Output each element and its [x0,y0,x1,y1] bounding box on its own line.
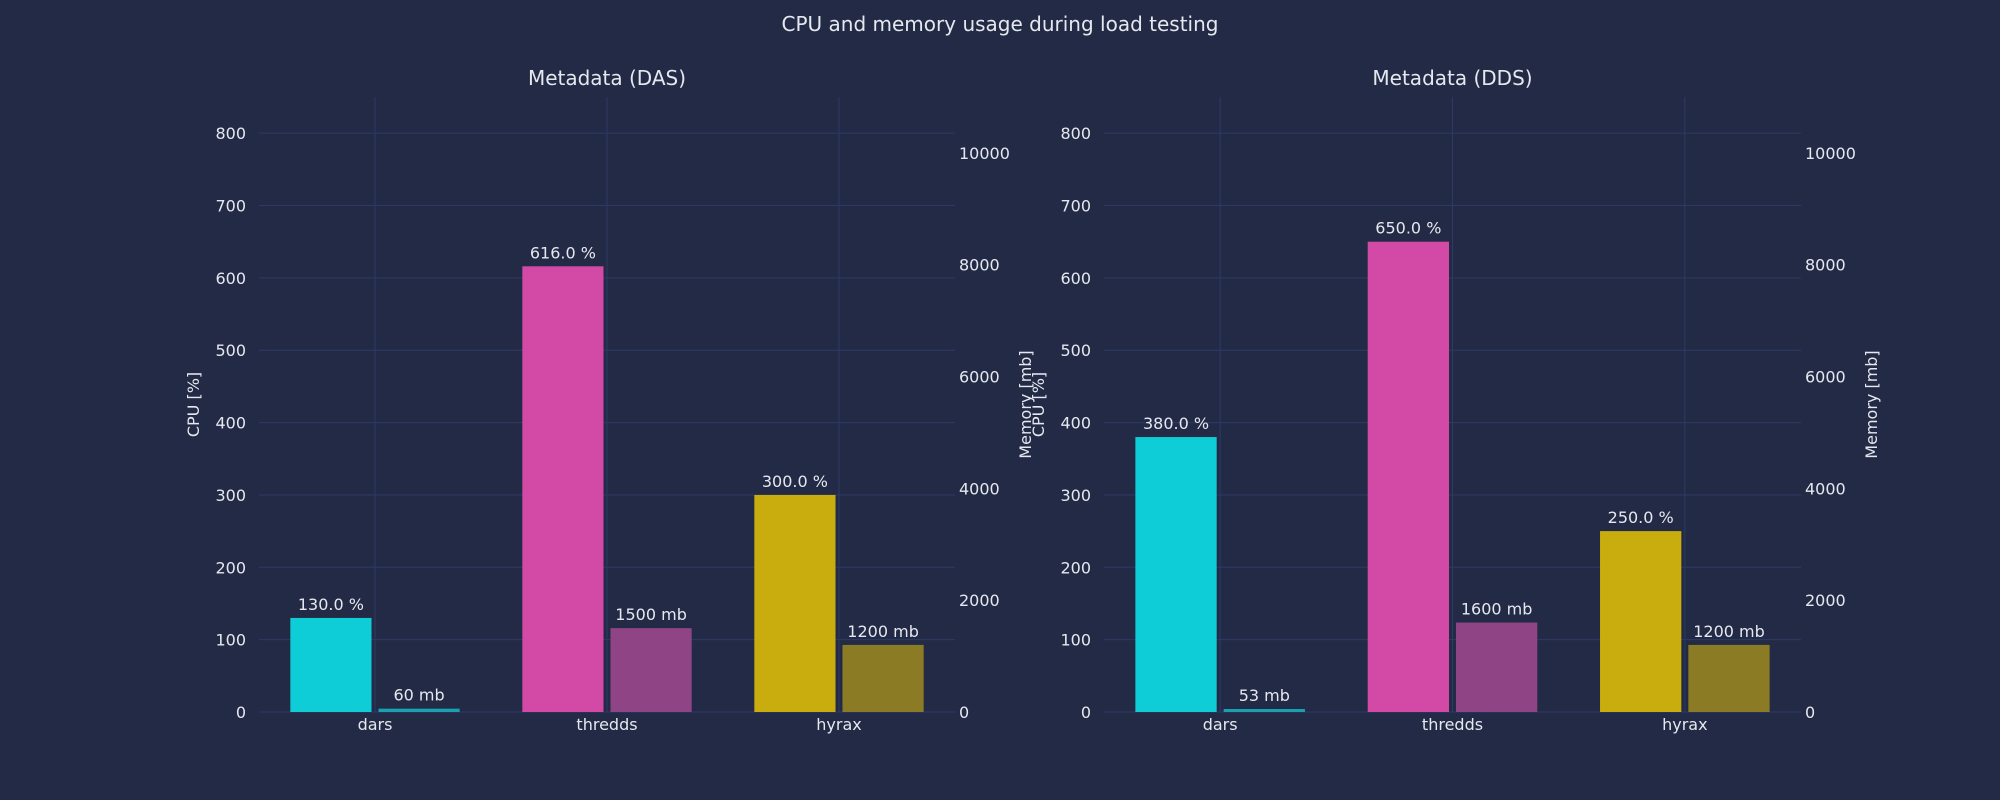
y2-tick-label: 8000 [1805,256,1846,275]
x-tick-label: hyrax [816,715,861,734]
data-label-thredds-memory: 1600 mb [1461,600,1533,619]
data-label-hyrax-memory: 1200 mb [847,622,919,641]
x-tick-label: thredds [1422,715,1483,734]
y2-tick-label: 6000 [1805,368,1846,387]
chart-panels: Metadata (DAS)01002003004005006007008000… [184,66,1881,734]
bar-thredds-memory [1455,622,1538,712]
panel-title: Metadata (DDS) [1372,66,1532,90]
y2-tick-label: 10000 [959,144,1010,163]
x-tick-label: hyrax [1662,715,1707,734]
data-label-hyrax-memory: 1200 mb [1693,622,1765,641]
y2-tick-label: 6000 [959,368,1000,387]
y-tick-label: 100 [215,631,246,650]
bar-thredds-cpu [522,266,604,712]
y2-axis-label: Memory [mb] [1862,350,1881,458]
y-tick-label: 0 [236,703,246,722]
bar-dars-cpu [1135,437,1217,712]
y-tick-label: 700 [215,197,246,216]
y-tick-label: 100 [1060,631,1091,650]
y2-tick-label: 2000 [1805,591,1846,610]
bar-thredds-cpu [1367,241,1450,713]
chart-panel-1: Metadata (DAS)01002003004005006007008000… [184,66,1035,734]
bar-thredds-memory [610,628,692,712]
y-tick-label: 200 [1060,558,1091,577]
y-tick-label: 700 [1060,197,1091,216]
y2-tick-label: 10000 [1805,144,1856,163]
y-tick-label: 600 [215,269,246,288]
y2-tick-label: 4000 [1805,479,1846,498]
y-tick-label: 300 [215,486,246,505]
data-label-thredds-memory: 1500 mb [615,605,687,624]
bar-dars-memory [1223,709,1305,712]
y-axis-label: CPU [%] [1029,372,1048,437]
data-label-hyrax-cpu: 250.0 % [1608,508,1674,527]
y2-axis-label: Memory [mb] [1016,350,1035,458]
y-tick-label: 200 [215,558,246,577]
y-tick-label: 500 [1060,341,1091,360]
y2-tick-label: 0 [959,703,969,722]
bar-hyrax-memory [1688,644,1770,712]
panel-title: Metadata (DAS) [528,66,686,90]
chart-title: CPU and memory usage during load testing [782,12,1219,36]
y2-tick-label: 0 [1805,703,1815,722]
data-label-hyrax-cpu: 300.0 % [762,472,828,491]
y2-tick-label: 4000 [959,479,1000,498]
y-tick-label: 600 [1060,269,1091,288]
x-tick-label: dars [358,715,393,734]
y-axis-label: CPU [%] [184,372,203,437]
y-tick-label: 800 [1060,124,1091,143]
y-tick-label: 400 [1060,414,1091,433]
bar-hyrax-memory [842,644,924,712]
y-tick-label: 400 [215,414,246,433]
y2-tick-label: 8000 [959,256,1000,275]
bar-hyrax-cpu [754,494,836,712]
data-label-dars-memory: 60 mb [393,686,444,705]
bar-dars-cpu [290,617,372,712]
x-tick-label: thredds [576,715,637,734]
data-label-dars-cpu: 380.0 % [1143,414,1209,433]
y-tick-label: 800 [215,124,246,143]
bar-hyrax-cpu [1600,531,1682,712]
data-label-dars-cpu: 130.0 % [298,595,364,614]
y-tick-label: 500 [215,341,246,360]
chart-panel-2: Metadata (DDS)01002003004005006007008000… [1029,66,1881,734]
y-tick-label: 0 [1081,703,1091,722]
y2-tick-label: 2000 [959,591,1000,610]
data-label-thredds-cpu: 650.0 % [1375,219,1441,238]
x-tick-label: dars [1203,715,1238,734]
data-label-dars-memory: 53 mb [1239,686,1290,705]
data-label-thredds-cpu: 616.0 % [530,243,596,262]
bar-dars-memory [378,708,460,712]
y-tick-label: 300 [1060,486,1091,505]
